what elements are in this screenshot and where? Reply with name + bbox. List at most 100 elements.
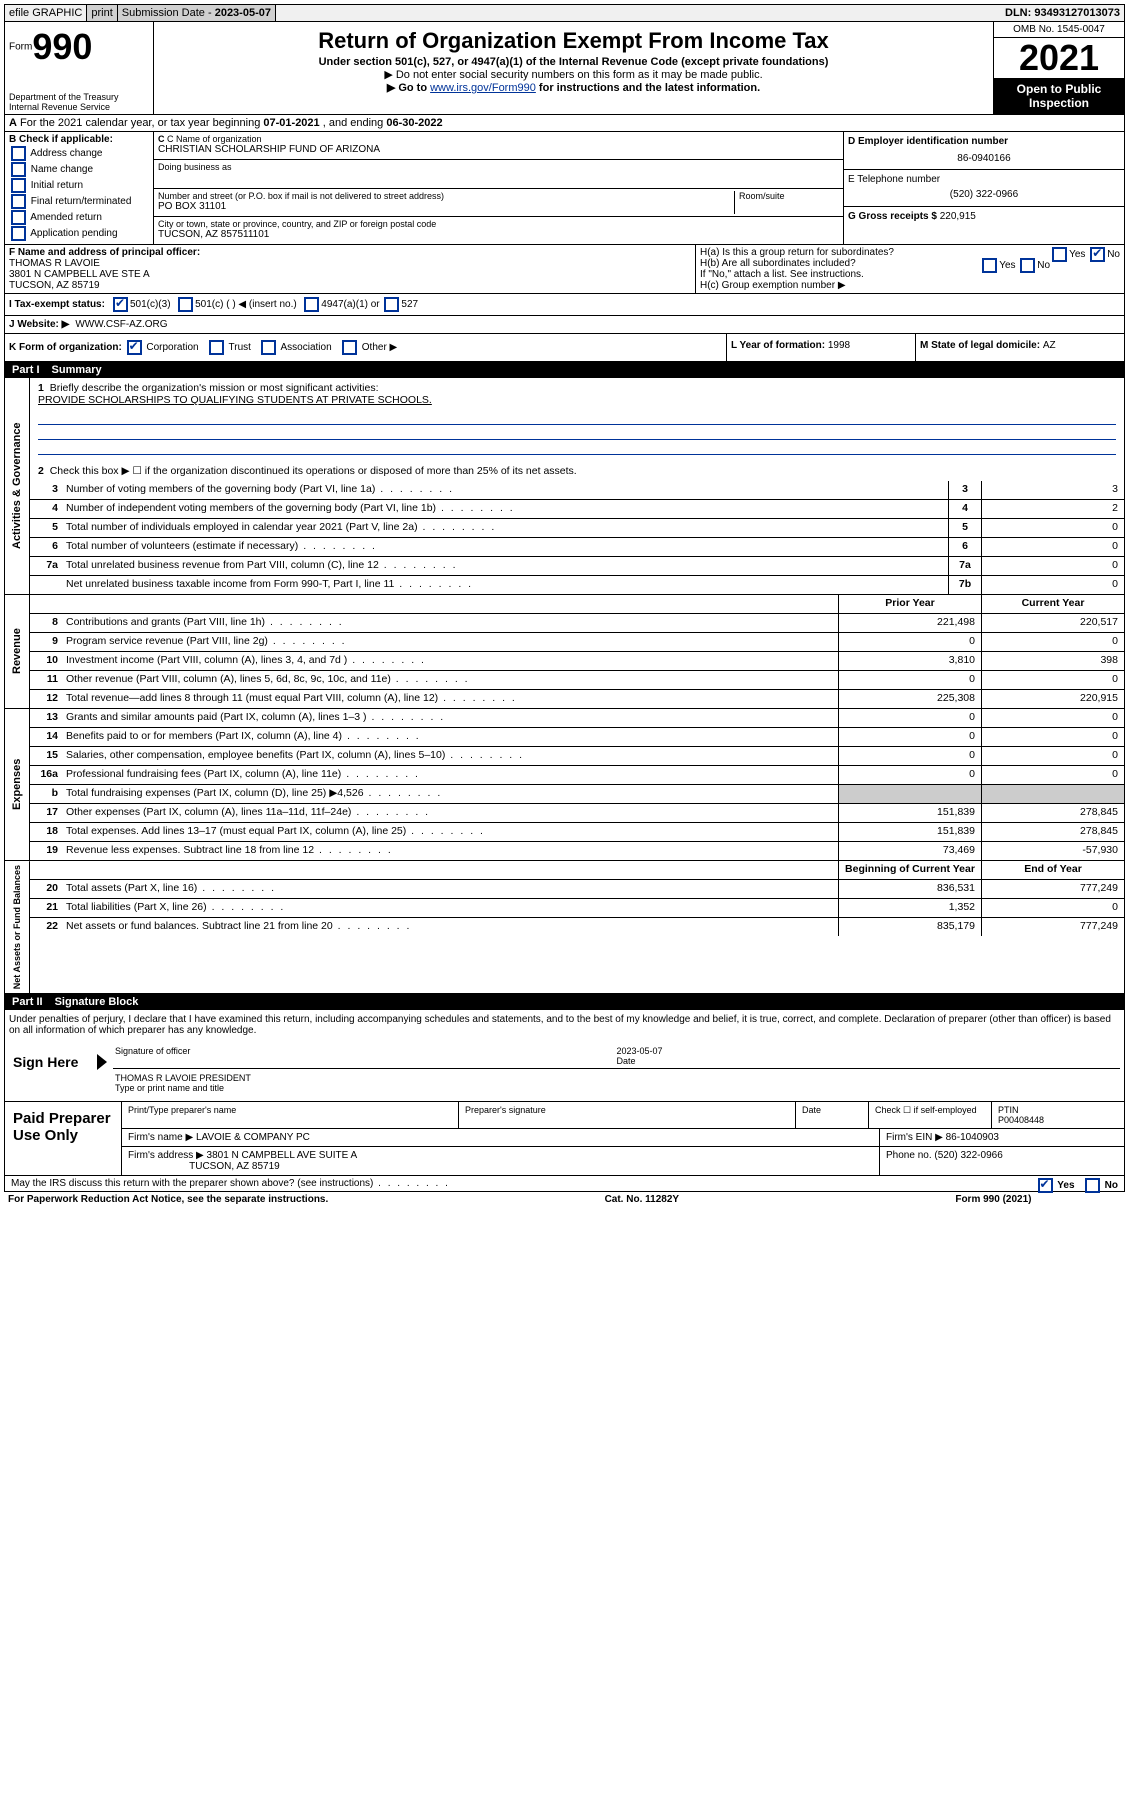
checkbox-initial-return[interactable]: Initial return xyxy=(9,178,149,193)
blank-line xyxy=(38,425,1116,440)
row-i-tax-status: I Tax-exempt status: 501(c)(3) 501(c) ( … xyxy=(4,294,1125,316)
form-number: 990 xyxy=(32,26,92,67)
summary-row: 9Program service revenue (Part VIII, lin… xyxy=(30,633,1124,652)
year-formation: 1998 xyxy=(828,340,850,351)
vtab-revenue: Revenue xyxy=(5,595,30,708)
firm-ein: 86-1040903 xyxy=(946,1132,999,1143)
header-left: Form990 Department of the Treasury Inter… xyxy=(5,22,154,114)
efile-label: efile GRAPHIC xyxy=(5,5,87,21)
dln: DLN: 93493127013073 xyxy=(1001,5,1124,21)
pointer-icon xyxy=(97,1054,107,1070)
checkbox-final-return-terminated[interactable]: Final return/terminated xyxy=(9,194,149,209)
summary-row: 16aProfessional fundraising fees (Part I… xyxy=(30,766,1124,785)
form-prefix: Form xyxy=(9,42,32,53)
summary-row: 19Revenue less expenses. Subtract line 1… xyxy=(30,842,1124,860)
form-subtitle: Under section 501(c), 527, or 4947(a)(1)… xyxy=(158,56,989,68)
checkbox-amended-return[interactable]: Amended return xyxy=(9,210,149,225)
note-ssn: ▶ Do not enter social security numbers o… xyxy=(158,68,989,81)
irs-no-checkbox[interactable] xyxy=(1085,1178,1100,1193)
row-klm: K Form of organization: Corporation Trus… xyxy=(4,334,1125,362)
header-right: OMB No. 1545-0047 2021 Open to Public In… xyxy=(993,22,1124,114)
may-irs-row: May the IRS discuss this return with the… xyxy=(4,1176,1125,1192)
website-value: WWW.CSF-AZ.ORG xyxy=(75,319,167,330)
summary-row: 17Other expenses (Part IX, column (A), l… xyxy=(30,804,1124,823)
entity-grid: B Check if applicable: Address change Na… xyxy=(4,132,1125,245)
summary-row: 7aTotal unrelated business revenue from … xyxy=(30,557,1124,576)
checkbox-application-pending[interactable]: Application pending xyxy=(9,226,149,241)
irs-yes-checkbox[interactable] xyxy=(1038,1178,1053,1193)
summary-body: Activities & Governance 1 Briefly descri… xyxy=(4,378,1125,595)
ha-no-checkbox[interactable] xyxy=(1090,247,1105,262)
submission-date: Submission Date - 2023-05-07 xyxy=(118,5,276,21)
part1-header: Part I Summary xyxy=(4,362,1125,378)
print-button[interactable]: print xyxy=(87,5,117,21)
header-center: Return of Organization Exempt From Incom… xyxy=(154,22,993,114)
501c3-checkbox[interactable] xyxy=(113,297,128,312)
summary-row: 13Grants and similar amounts paid (Part … xyxy=(30,709,1124,728)
firm-addr: 3801 N CAMPBELL AVE SUITE A xyxy=(207,1150,358,1161)
korg-3-checkbox[interactable] xyxy=(342,340,357,355)
ha-yes-checkbox[interactable] xyxy=(1052,247,1067,262)
page-footer: For Paperwork Reduction Act Notice, see … xyxy=(4,1192,1036,1207)
officer-city: TUCSON, AZ 85719 xyxy=(9,280,100,291)
summary-row: 4Number of independent voting members of… xyxy=(30,500,1124,519)
summary-row: 12Total revenue—add lines 8 through 11 (… xyxy=(30,690,1124,708)
vtab-net: Net Assets or Fund Balances xyxy=(5,861,30,993)
korg-2-checkbox[interactable] xyxy=(261,340,276,355)
summary-row: 21Total liabilities (Part X, line 26)1,3… xyxy=(30,899,1124,918)
4947-checkbox[interactable] xyxy=(304,297,319,312)
col-de: D Employer identification number 86-0940… xyxy=(843,132,1124,244)
summary-row: 5Total number of individuals employed in… xyxy=(30,519,1124,538)
korg-1-checkbox[interactable] xyxy=(209,340,224,355)
penalty-text: Under penalties of perjury, I declare th… xyxy=(4,1010,1125,1040)
summary-row: 8Contributions and grants (Part VIII, li… xyxy=(30,614,1124,633)
room-suite-label: Room/suite xyxy=(735,191,839,214)
officer-addr: 3801 N CAMPBELL AVE STE A xyxy=(9,269,150,280)
tax-year: 2021 xyxy=(994,38,1124,78)
hb-yes-checkbox[interactable] xyxy=(982,258,997,273)
sign-here-block: Sign Here Signature of officer 2023-05-0… xyxy=(4,1040,1125,1102)
sig-officer-label: Signature of officer xyxy=(115,1046,617,1066)
summary-row: 14Benefits paid to or for members (Part … xyxy=(30,728,1124,747)
summary-row: 18Total expenses. Add lines 13–17 (must … xyxy=(30,823,1124,842)
summary-row: 10Investment income (Part VIII, column (… xyxy=(30,652,1124,671)
open-public-badge: Open to Public Inspection xyxy=(994,78,1124,114)
ptin: P00408448 xyxy=(998,1115,1044,1125)
form-header: Form990 Department of the Treasury Inter… xyxy=(4,22,1125,115)
ein: 86-0940166 xyxy=(848,147,1120,164)
row-a-tax-year: A For the 2021 calendar year, or tax yea… xyxy=(4,115,1125,132)
korg-0-checkbox[interactable] xyxy=(127,340,142,355)
irs-label: Internal Revenue Service xyxy=(9,102,119,112)
501c-checkbox[interactable] xyxy=(178,297,193,312)
irs-link[interactable]: www.irs.gov/Form990 xyxy=(430,82,536,94)
checkbox-address-change[interactable]: Address change xyxy=(9,146,149,161)
org-address: PO BOX 31101 xyxy=(158,201,730,212)
checkbox-name-change[interactable]: Name change xyxy=(9,162,149,177)
form-title: Return of Organization Exempt From Incom… xyxy=(158,28,989,54)
gross-receipts: 220,915 xyxy=(940,211,976,222)
hb-no-checkbox[interactable] xyxy=(1020,258,1035,273)
vtab-expenses: Expenses xyxy=(5,709,30,860)
blank-line xyxy=(38,410,1116,425)
org-city: TUCSON, AZ 857511101 xyxy=(158,229,839,240)
top-bar: efile GRAPHIC print Submission Date - 20… xyxy=(4,4,1125,22)
col-b-checkboxes: B Check if applicable: Address change Na… xyxy=(5,132,154,244)
col-header-row: Prior Year Current Year xyxy=(30,595,1124,614)
row-j-website: J Website: ▶ WWW.CSF-AZ.ORG xyxy=(4,316,1125,334)
officer-print-name: THOMAS R LAVOIE PRESIDENT xyxy=(115,1073,251,1083)
omb-number: OMB No. 1545-0047 xyxy=(994,22,1124,38)
summary-row: 22Net assets or fund balances. Subtract … xyxy=(30,918,1124,936)
527-checkbox[interactable] xyxy=(384,297,399,312)
col-c-org-info: C C Name of organization CHRISTIAN SCHOL… xyxy=(154,132,843,244)
summary-row: 6Total number of volunteers (estimate if… xyxy=(30,538,1124,557)
summary-revenue: Revenue Prior Year Current Year 8Contrib… xyxy=(4,595,1125,709)
firm-name: LAVOIE & COMPANY PC xyxy=(196,1132,310,1143)
dept-label: Department of the Treasury xyxy=(9,92,119,102)
paid-preparer-block: Paid Preparer Use Only Print/Type prepar… xyxy=(4,1102,1125,1176)
summary-expenses: Expenses 13Grants and similar amounts pa… xyxy=(4,709,1125,861)
state-domicile: AZ xyxy=(1043,340,1056,351)
summary-row: 20Total assets (Part X, line 16)836,5317… xyxy=(30,880,1124,899)
summary-row: 15Salaries, other compensation, employee… xyxy=(30,747,1124,766)
vtab-governance: Activities & Governance xyxy=(5,378,30,594)
mission-text: PROVIDE SCHOLARSHIPS TO QUALIFYING STUDE… xyxy=(38,394,432,406)
